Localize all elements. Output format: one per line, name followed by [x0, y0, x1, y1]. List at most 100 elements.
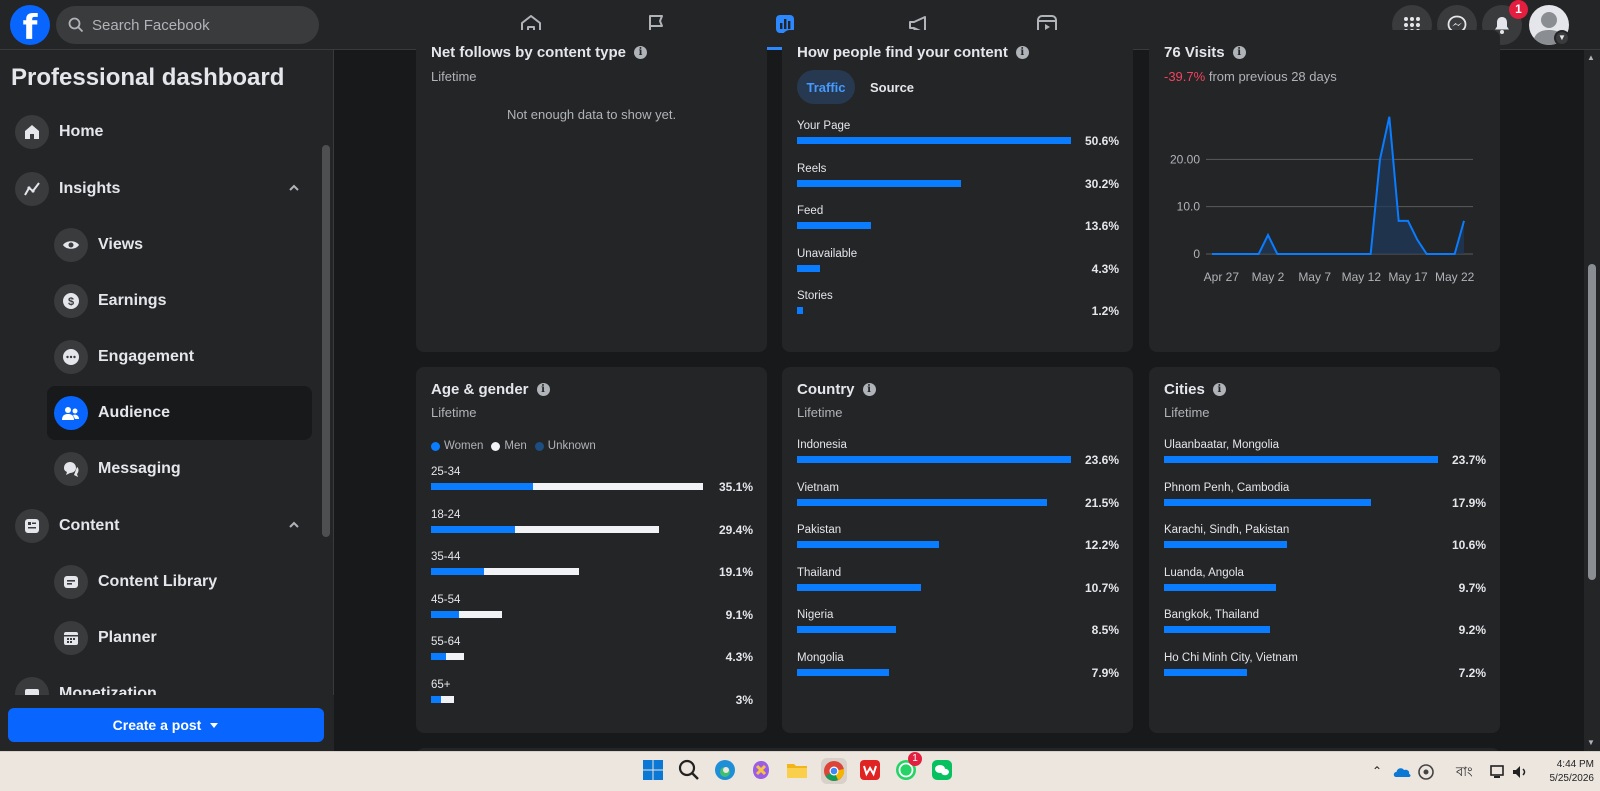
- women-bar-segment[interactable]: [431, 695, 442, 703]
- row-bar[interactable]: [797, 668, 889, 676]
- card-subtitle: Lifetime: [431, 69, 477, 84]
- tab-source[interactable]: Source: [869, 79, 915, 95]
- sidebar-item-label: Earnings: [98, 292, 167, 309]
- whatsapp-icon[interactable]: 1: [894, 752, 922, 784]
- men-bar-segment[interactable]: [484, 568, 579, 575]
- chevron-up-icon[interactable]: [288, 519, 300, 531]
- row-label: Stories: [797, 290, 833, 302]
- facebook-logo-icon[interactable]: f: [10, 5, 50, 48]
- taskbar-search-icon[interactable]: [677, 758, 703, 784]
- men-bar-segment[interactable]: [533, 483, 703, 490]
- visits-series-line[interactable]: [1212, 116, 1465, 255]
- info-icon[interactable]: i: [1212, 383, 1226, 396]
- scroll-up-arrow-icon[interactable]: ▲: [1587, 53, 1595, 62]
- men-bar-segment[interactable]: [459, 610, 502, 618]
- sidebar-item-earnings[interactable]: $ Earnings: [0, 274, 320, 328]
- women-bar-segment[interactable]: [431, 568, 485, 575]
- women-bar-segment[interactable]: [431, 610, 460, 618]
- main-scrollbar-thumb[interactable]: [1588, 264, 1596, 580]
- sidebar-item-insights[interactable]: Insights: [0, 162, 320, 216]
- system-clock[interactable]: 4:44 PM 5/25/2026: [1532, 758, 1595, 786]
- row-bar[interactable]: [797, 137, 1071, 144]
- nav-pages-tab[interactable]: [602, 0, 712, 50]
- wechat-icon[interactable]: [930, 758, 956, 784]
- info-icon[interactable]: i: [862, 383, 876, 396]
- row-value: 23.6%: [1084, 453, 1119, 467]
- women-bar-segment[interactable]: [431, 525, 516, 533]
- sidebar-item-messaging[interactable]: Messaging: [0, 442, 320, 496]
- row-bar[interactable]: [1164, 583, 1277, 591]
- card-subtitle: Lifetime: [431, 405, 477, 420]
- row-bar[interactable]: [797, 583, 922, 591]
- volume-icon[interactable]: [1510, 762, 1530, 782]
- home-icon: [15, 115, 49, 149]
- women-bar-segment[interactable]: [431, 483, 533, 490]
- sidebar-item-views[interactable]: Views: [0, 218, 320, 272]
- file-explorer-icon[interactable]: [785, 758, 811, 784]
- row-bar[interactable]: [1164, 668, 1248, 676]
- row-bar[interactable]: [797, 307, 804, 314]
- row-bar[interactable]: [797, 626, 896, 633]
- women-bar-segment[interactable]: [431, 653, 446, 660]
- men-bar-segment[interactable]: [441, 695, 455, 703]
- search-box[interactable]: [56, 6, 319, 44]
- row-value: 4.3%: [725, 650, 753, 664]
- wps-office-icon[interactable]: [858, 758, 884, 784]
- sidebar-item-audience[interactable]: Audience: [0, 386, 320, 440]
- calendar-icon: [54, 621, 88, 655]
- notifications-button[interactable]: 1: [1482, 0, 1528, 45]
- info-icon[interactable]: i: [1232, 46, 1246, 59]
- legend-women-dot: [431, 441, 440, 451]
- sidebar-item-content[interactable]: Content: [0, 499, 320, 553]
- row-bar[interactable]: [1164, 626, 1271, 633]
- row-bar[interactable]: [1164, 498, 1371, 506]
- sidebar-item-home[interactable]: Home: [0, 105, 320, 159]
- edge-browser-icon[interactable]: [713, 758, 739, 784]
- scroll-down-arrow-icon[interactable]: ▼: [1587, 738, 1595, 747]
- row-label: Luanda, Angola: [1164, 566, 1244, 579]
- copilot-icon[interactable]: [749, 758, 775, 784]
- y-tick-label: 0: [1193, 247, 1200, 261]
- row-label: Mongolia: [797, 651, 844, 664]
- security-status-icon[interactable]: [1416, 762, 1436, 782]
- sidebar-item-engagement[interactable]: Engagement: [0, 330, 320, 384]
- create-post-button[interactable]: Create a post: [8, 708, 324, 742]
- men-bar-segment[interactable]: [445, 653, 465, 660]
- row-label: Thailand: [797, 566, 842, 579]
- onedrive-cloud-icon[interactable]: [1392, 762, 1412, 782]
- chat-bubble-icon: [54, 340, 88, 374]
- svg-text:$: $: [68, 296, 74, 308]
- account-chevron-icon[interactable]: ▼: [1554, 30, 1570, 46]
- sidebar-scrollbar[interactable]: [322, 145, 330, 537]
- tab-traffic[interactable]: Traffic: [797, 70, 855, 104]
- show-hidden-icons-chevron-icon[interactable]: ⌃: [1372, 764, 1383, 778]
- windows-start-icon[interactable]: [641, 758, 667, 784]
- row-bar[interactable]: [797, 498, 1047, 506]
- row-bar[interactable]: [797, 179, 961, 187]
- row-bar[interactable]: [797, 222, 871, 229]
- chrome-browser-icon[interactable]: [821, 758, 847, 784]
- input-language-indicator[interactable]: বাং: [1456, 764, 1473, 779]
- sidebar-item-label: Messaging: [98, 460, 181, 477]
- row-bar[interactable]: [797, 456, 1071, 463]
- sidebar-item-content-library[interactable]: Content Library: [0, 555, 320, 609]
- info-icon[interactable]: i: [1015, 46, 1029, 59]
- men-bar-segment[interactable]: [515, 525, 659, 533]
- x-tick-label: May 2: [1252, 270, 1285, 284]
- network-icon[interactable]: [1488, 762, 1508, 782]
- profile-avatar[interactable]: [1529, 5, 1569, 45]
- info-icon[interactable]: i: [634, 46, 648, 59]
- row-label: Feed: [797, 205, 824, 217]
- row-bar[interactable]: [797, 541, 939, 548]
- main-scrollbar[interactable]: ▲ ▼: [1584, 50, 1600, 751]
- sidebar-item-planner[interactable]: Planner: [0, 611, 320, 665]
- info-icon[interactable]: i: [536, 383, 550, 396]
- chevron-up-icon[interactable]: [288, 182, 300, 194]
- row-label: Nigeria: [797, 609, 834, 621]
- row-bar[interactable]: [797, 264, 821, 272]
- card-title-text: Cities: [1164, 381, 1205, 398]
- search-input[interactable]: [92, 16, 302, 34]
- row-bar[interactable]: [1164, 541, 1287, 548]
- row-bar[interactable]: [1164, 456, 1438, 463]
